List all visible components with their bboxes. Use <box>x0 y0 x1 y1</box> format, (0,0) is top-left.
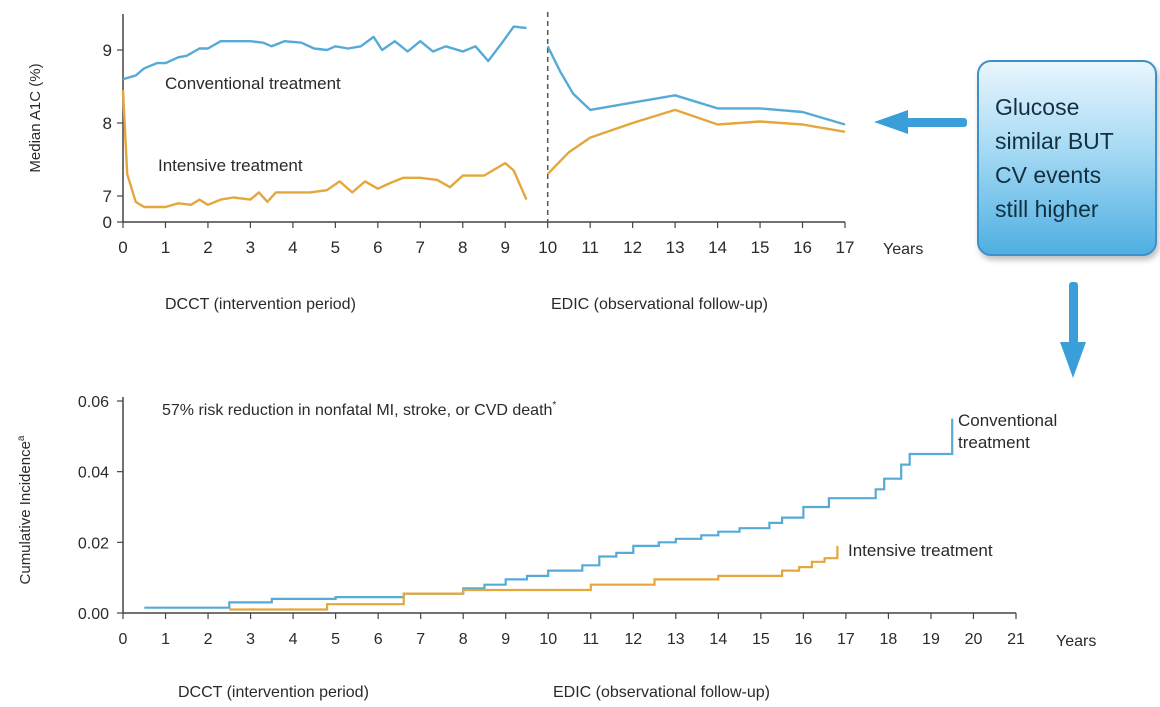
callout-text: Glucose similar BUT CV events still high… <box>995 94 1114 222</box>
bottom-y-axis-label: Cumulative Incidencea <box>16 435 34 584</box>
top-x-tick-label: 0 <box>118 238 127 257</box>
top-series-intensive-line <box>121 90 528 209</box>
top-series-label-intensive: Intensive treatment <box>158 156 303 175</box>
bottom-x-tick-label: 1 <box>161 631 170 648</box>
top-x-tick-label: 7 <box>416 238 425 257</box>
top-x-tick-label: 6 <box>373 238 382 257</box>
top-x-tick-label: 16 <box>793 238 812 257</box>
top-y-tick-label: 7 <box>103 187 112 206</box>
top-x-tick-label: 12 <box>623 238 642 257</box>
bottom-x-tick-label: 0 <box>119 631 128 648</box>
bottom-x-tick-label: 16 <box>794 631 812 648</box>
down-arrow-head <box>1060 342 1086 378</box>
bottom-series-label-conventional: Conventional treatment <box>958 411 1057 452</box>
bottom-x-tick-label: 11 <box>582 631 599 648</box>
bottom-x-tick-label: 2 <box>204 631 213 648</box>
top-x-tick-label: 15 <box>751 238 770 257</box>
bottom-x-tick-label: 15 <box>752 631 770 648</box>
left-arrow-shaft <box>905 118 967 127</box>
down-arrow-shaft <box>1069 282 1078 344</box>
bottom-x-tick-label: 3 <box>246 631 255 648</box>
top-series-intensive-line <box>546 108 846 175</box>
bottom-period-label-dcct: DCCT (intervention period) <box>178 684 369 701</box>
bottom-x-tick-label: 21 <box>1007 631 1025 648</box>
bottom-x-tick-label: 9 <box>501 631 510 648</box>
top-x-tick-label: 2 <box>203 238 212 257</box>
top-x-tick-label: 3 <box>246 238 255 257</box>
top-x-tick-label: 14 <box>708 238 727 257</box>
top-series-conventional-line <box>122 25 527 81</box>
bottom-y-tick-label: 0.06 <box>78 394 109 411</box>
top-y-tick-label: 8 <box>103 114 112 133</box>
bottom-x-tick-label: 7 <box>416 631 425 648</box>
top-series-label-conventional: Conventional treatment <box>165 74 341 93</box>
bottom-series-conventional-line <box>144 418 954 609</box>
left-arrow-head <box>874 110 908 134</box>
top-x-tick-label: 10 <box>538 238 557 257</box>
top-x-tick-label: 13 <box>666 238 685 257</box>
top-x-tick-label: 1 <box>161 238 170 257</box>
bottom-x-unit-label: Years <box>1056 633 1096 650</box>
top-series-conventional-line <box>546 45 846 126</box>
top-y-axis-label: Median A1C (%) <box>27 63 44 172</box>
bottom-x-tick-label: 10 <box>539 631 557 648</box>
top-x-tick-label: 11 <box>581 238 599 257</box>
top-period-label-edic: EDIC (observational follow-up) <box>551 296 768 313</box>
bottom-x-tick-label: 12 <box>624 631 642 648</box>
top-x-tick-label: 4 <box>288 238 297 257</box>
bottom-x-tick-label: 6 <box>374 631 383 648</box>
top-x-tick-label: 5 <box>331 238 340 257</box>
bottom-x-tick-label: 20 <box>965 631 983 648</box>
bottom-y-tick-label: 0.00 <box>78 606 109 623</box>
bottom-y-tick-label: 0.02 <box>78 535 109 552</box>
callout-box: Glucose similar BUT CV events still high… <box>977 60 1157 256</box>
top-x-tick-label: 8 <box>458 238 467 257</box>
bottom-x-tick-label: 17 <box>837 631 855 648</box>
bottom-x-tick-label: 13 <box>667 631 685 648</box>
top-x-tick-label: 9 <box>501 238 510 257</box>
top-x-unit-label: Years <box>883 241 923 258</box>
bottom-annotation: 57% risk reduction in nonfatal MI, strok… <box>162 400 556 419</box>
bottom-x-tick-label: 18 <box>880 631 898 648</box>
bottom-x-tick-label: 4 <box>289 631 298 648</box>
bottom-series-label-intensive: Intensive treatment <box>848 541 993 560</box>
top-period-label-dcct: DCCT (intervention period) <box>165 296 356 313</box>
bottom-x-tick-label: 5 <box>331 631 340 648</box>
top-y-tick-label: 9 <box>103 41 112 60</box>
bottom-series-intensive-line <box>229 545 839 611</box>
bottom-x-tick-label: 14 <box>709 631 727 648</box>
bottom-y-tick-label: 0.04 <box>78 465 109 482</box>
bottom-x-tick-label: 19 <box>922 631 940 648</box>
top-y-tick-label: 0 <box>103 213 112 232</box>
top-x-tick-label: 17 <box>836 238 855 257</box>
bottom-x-tick-label: 8 <box>459 631 468 648</box>
bottom-period-label-edic: EDIC (observational follow-up) <box>553 684 770 701</box>
